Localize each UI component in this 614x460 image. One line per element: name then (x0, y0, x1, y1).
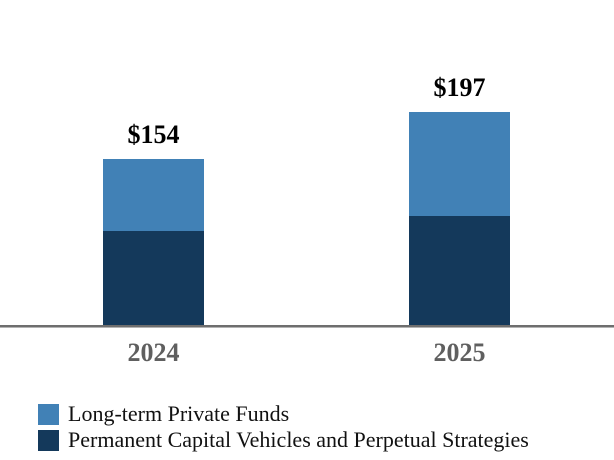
bar-2024-segment-permanent-capital-vehicles (103, 231, 204, 327)
bar-2025: $197 (409, 75, 510, 327)
x-axis-label-2025: 2025 (433, 338, 486, 367)
x-axis-label-2024: 2024 (127, 338, 180, 367)
bar-2025-segment-permanent-capital-vehicles (409, 215, 510, 327)
bar-2024-segment-long-term-private-funds (103, 159, 204, 231)
bar-2024-total-label: $154 (127, 120, 180, 149)
bar-2025-total-label: $197 (433, 73, 486, 103)
legend-swatch-light-blue-icon (38, 403, 59, 425)
legend-item-long-term-private-funds: Long-term Private Funds (38, 403, 529, 425)
x-axis-line (0, 325, 614, 328)
legend-item-permanent-capital-vehicles: Permanent Capital Vehicles and Perpetual… (38, 429, 529, 451)
bar-2025-segment-long-term-private-funds (409, 112, 510, 216)
legend-label-long-term-private-funds: Long-term Private Funds (68, 401, 290, 426)
chart-legend: Long-term Private Funds Permanent Capita… (38, 403, 529, 451)
bar-2024: $154 (103, 122, 204, 327)
legend-label-permanent-capital-vehicles: Permanent Capital Vehicles and Perpetual… (68, 427, 529, 452)
legend-swatch-dark-navy-icon (38, 429, 59, 451)
